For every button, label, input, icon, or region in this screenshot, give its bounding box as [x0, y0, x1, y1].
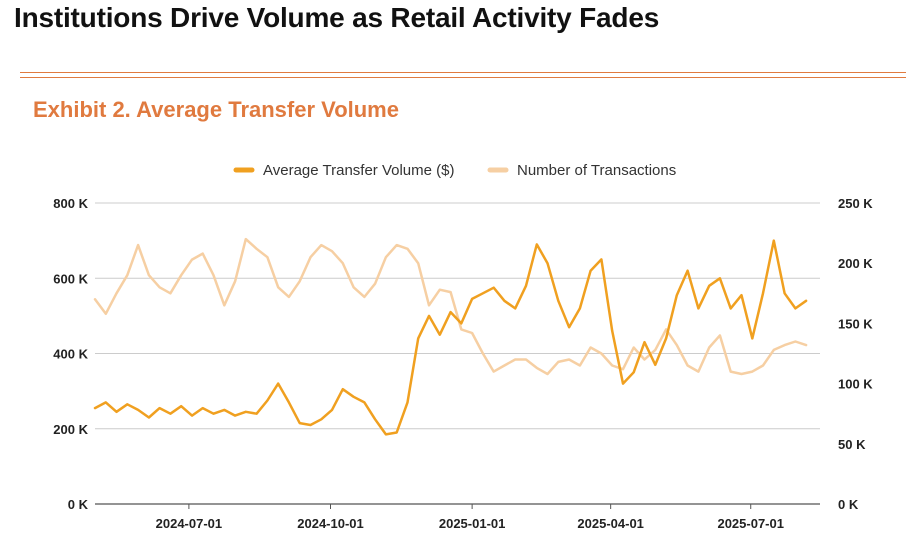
page-title: Institutions Drive Volume as Retail Acti…: [14, 2, 660, 33]
title-divider-bottom: [20, 77, 906, 78]
x-axis-tick-label: 2025-01-01: [439, 516, 506, 531]
title-divider-top: [20, 72, 906, 73]
legend-label-transactions: Number of Transactions: [517, 162, 676, 179]
right-axis-tick-label: 200 K: [838, 256, 873, 271]
x-axis-ticks: 2024-07-01 2024-10-01 2025-01-01 2025-04-01…: [156, 504, 784, 531]
exhibit-title: Exhibit 2. Average Transfer Volume: [33, 97, 399, 122]
right-axis-ticks: 0 K 50 K 100 K 150 K 200 K 250 K: [838, 196, 873, 512]
left-axis-ticks: 0 K 200 K 400 K 600 K 800 K: [53, 196, 88, 512]
series-line-transfer-volume: [93, 239, 808, 436]
x-axis-tick-label: 2024-10-01: [297, 516, 364, 531]
x-axis-tick-label: 2025-04-01: [577, 516, 644, 531]
left-axis-tick-label: 0 K: [68, 497, 89, 512]
left-axis-tick-label: 800 K: [53, 196, 88, 211]
legend-label-volume: Average Transfer Volume ($): [263, 162, 454, 179]
gridlines: [95, 202, 820, 505]
right-axis-tick-label: 100 K: [838, 377, 873, 392]
x-axis-tick-label: 2025-07-01: [717, 516, 784, 531]
x-axis-tick-label: 2024-07-01: [156, 516, 223, 531]
left-axis-tick-label: 200 K: [53, 422, 88, 437]
chart-legend: Average Transfer Volume ($) Number of Tr…: [233, 162, 676, 179]
right-axis-tick-label: 150 K: [838, 316, 873, 331]
left-axis-tick-label: 600 K: [53, 271, 88, 286]
series-line-transactions: [93, 237, 808, 376]
series-lines: [93, 237, 808, 436]
right-axis-tick-label: 0 K: [838, 497, 859, 512]
right-axis-tick-label: 250 K: [838, 196, 873, 211]
left-axis-tick-label: 400 K: [53, 347, 88, 362]
right-axis-tick-label: 50 K: [838, 437, 866, 452]
